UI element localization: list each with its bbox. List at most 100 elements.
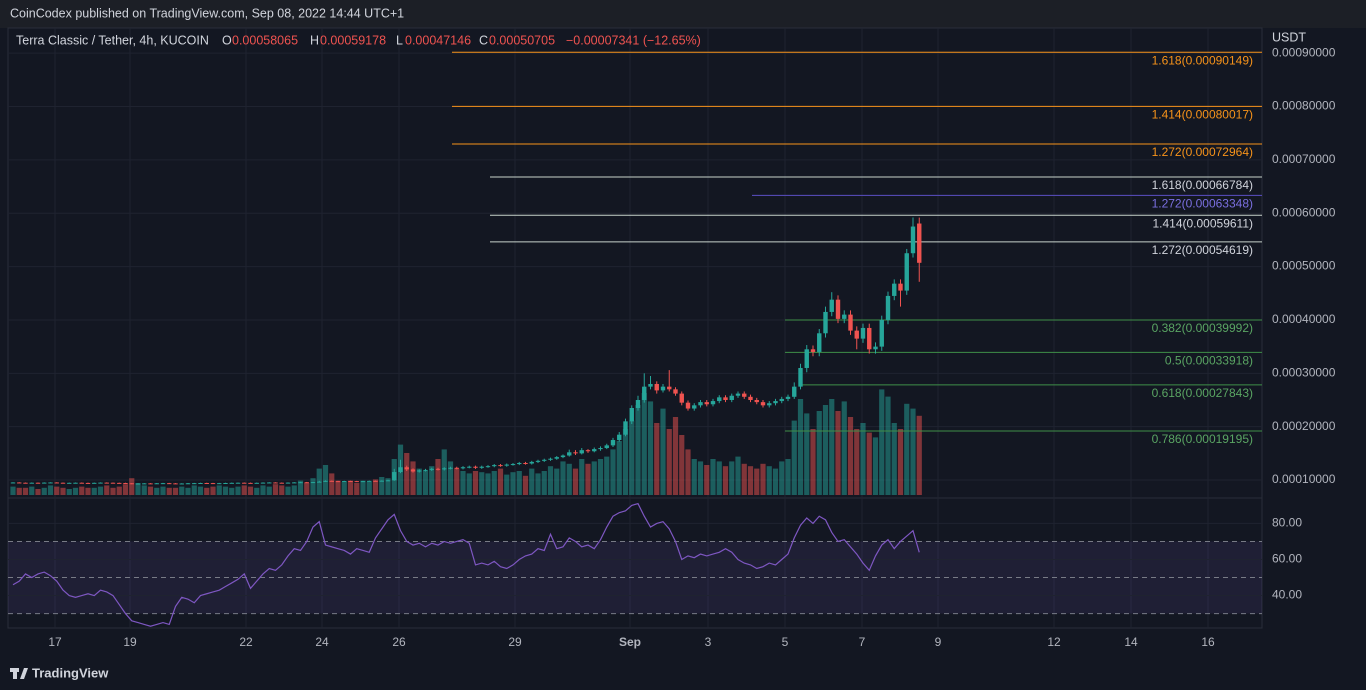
volume-bar	[341, 481, 347, 495]
open-value: 0.00058065	[232, 33, 298, 47]
volume-bar	[785, 459, 791, 495]
candle-body	[285, 482, 291, 484]
candle-body	[685, 402, 691, 409]
volume-bar	[810, 429, 816, 495]
candle-body	[485, 466, 491, 468]
candle-body	[560, 455, 566, 458]
close-label: C	[479, 33, 488, 47]
candle-body	[510, 464, 516, 466]
volume-bar	[729, 461, 735, 495]
volume-bar	[835, 411, 841, 495]
volume-bar	[216, 485, 222, 495]
volume-bar	[497, 468, 504, 495]
candle-body	[123, 482, 128, 484]
x-tick-label: 22	[239, 635, 253, 649]
top-bar	[0, 0, 1366, 28]
volume-bar	[197, 486, 204, 495]
plot	[10, 51, 1262, 627]
volume-bar	[85, 487, 91, 495]
candle-body	[810, 349, 816, 352]
candle-body	[748, 396, 753, 400]
candle-body	[360, 481, 366, 483]
y-tick-label: 0.00020000	[1272, 419, 1336, 433]
candle-body	[885, 295, 891, 320]
volume-bar	[897, 429, 904, 495]
candle-body	[742, 393, 747, 397]
volume-bar	[747, 466, 754, 495]
volume-bar	[279, 485, 285, 495]
candle-body	[704, 402, 709, 405]
volume-bar	[116, 486, 122, 495]
grid	[8, 28, 1262, 628]
volume-bar	[179, 486, 185, 495]
candle-body	[185, 483, 191, 485]
candle-body	[842, 314, 847, 319]
volume-bar	[310, 478, 316, 495]
fib-label: 1.414(0.00059611)	[1152, 216, 1253, 230]
volume-bar	[641, 393, 647, 495]
rsi-line	[12, 502, 920, 627]
candle-body	[217, 483, 222, 485]
volume-bar	[210, 486, 216, 495]
volume-bar	[260, 485, 266, 495]
candle-body	[804, 349, 809, 368]
volume-bar	[566, 463, 572, 495]
candle-body	[10, 482, 16, 484]
candle-body	[92, 482, 97, 484]
candle-body	[67, 482, 72, 484]
volume-bar	[829, 399, 835, 495]
candle-body	[773, 401, 778, 404]
open-label: O	[222, 33, 232, 47]
candle-body	[379, 480, 384, 482]
candle-body	[792, 386, 797, 397]
high-value: 0.00059178	[320, 33, 386, 47]
volume-bar	[679, 435, 685, 495]
volume-bar	[591, 461, 597, 495]
candle-body	[110, 482, 116, 484]
candle-body	[173, 483, 178, 485]
candle-body	[592, 449, 597, 452]
volume-bar	[579, 459, 585, 495]
volume-bar	[547, 466, 554, 495]
candle-body	[248, 482, 253, 484]
candle-body	[398, 467, 403, 473]
volume-bar	[372, 479, 379, 495]
candle-body	[860, 327, 866, 339]
candle-body	[873, 346, 878, 350]
candle-body	[354, 481, 359, 483]
candle-body	[610, 440, 616, 446]
brand[interactable]: TradingView	[32, 665, 109, 680]
volume-bar	[872, 437, 879, 495]
volume-bar	[329, 473, 335, 495]
volume-bar	[297, 480, 304, 495]
volume-bar	[285, 486, 291, 495]
volume-bar	[910, 408, 916, 495]
y-tick-label: 0.00050000	[1272, 259, 1336, 273]
volume-bar	[710, 459, 716, 495]
y-tick-label: 0.00080000	[1272, 99, 1336, 113]
logo-part	[13, 668, 17, 679]
volume-bar	[804, 413, 810, 495]
candle-body	[848, 314, 853, 331]
volume-bar	[647, 401, 654, 495]
volume-bar	[416, 468, 422, 495]
candle-body	[160, 483, 166, 485]
volume-bar	[104, 485, 110, 495]
fib-label: 1.618(0.00066784)	[1152, 178, 1253, 192]
volume-bar	[504, 474, 510, 495]
y-tick-label: 0.00030000	[1272, 365, 1336, 379]
volume-bar	[754, 468, 760, 495]
volume-bar	[485, 473, 491, 495]
logo-part	[20, 668, 28, 679]
volume-bar	[716, 461, 722, 495]
volume-bar	[610, 449, 616, 495]
volume-bar	[904, 403, 910, 495]
y-tick-label: 0.00010000	[1272, 472, 1336, 486]
close-value: 0.00050705	[489, 33, 555, 47]
volume-bar	[435, 459, 441, 495]
volume-bar	[272, 484, 279, 495]
x-tick-label: 29	[508, 635, 522, 649]
candle-body	[648, 383, 653, 387]
volume-bar	[554, 468, 560, 495]
candle-body	[785, 396, 791, 399]
